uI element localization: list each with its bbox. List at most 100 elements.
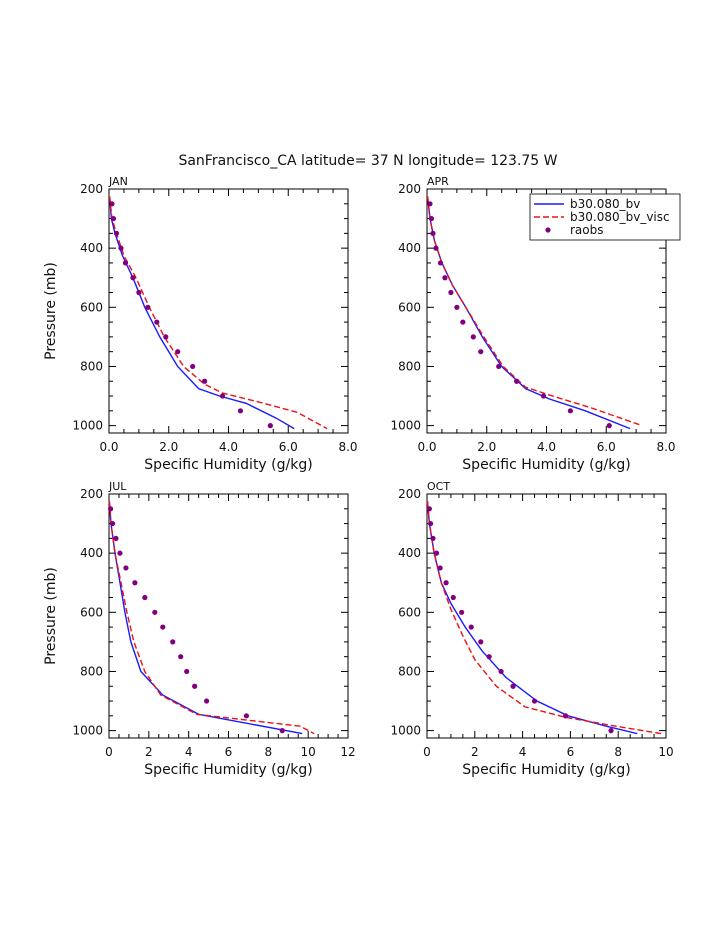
panel-title-apr: APR [427, 175, 449, 188]
series-b30-080-bv-visc-line [108, 501, 315, 735]
series-raobs-point [437, 260, 444, 266]
series-raobs-point [428, 215, 435, 222]
series-raobs-point [132, 580, 138, 586]
plot-frame-jan [108, 188, 349, 434]
series-raobs-point [608, 728, 614, 734]
series-raobs-point [123, 565, 129, 571]
panel-apr: 0.0 2.0 4.0 6.0 8.0 200 400 600 800 1000 APR Specif… [390, 175, 675, 473]
x-tick-label: 4.0 [219, 440, 238, 454]
x-tick-label: 0.0 [99, 440, 118, 454]
x-axis-label: Specific Humidity (g/kg) [144, 762, 312, 778]
y-tick-label: 600 [398, 605, 421, 619]
legend-marker-raobs [545, 227, 551, 233]
series-raobs-point [454, 304, 460, 310]
series-raobs-point [202, 378, 208, 384]
x-tick-label: 4 [519, 745, 527, 759]
y-tick-label: 600 [398, 300, 421, 314]
series-raobs-point [470, 334, 476, 340]
x-tick-label: 2 [471, 745, 479, 759]
legend-label: raobs [570, 223, 604, 237]
series-raobs-point [443, 580, 449, 586]
legend-label: b30.080_bv_visc [570, 210, 670, 224]
x-tick-label: 8 [614, 745, 622, 759]
series-raobs-point [279, 728, 285, 734]
series-raobs-point [192, 683, 198, 689]
series-raobs-point [170, 639, 176, 645]
series-raobs-point [154, 319, 160, 325]
x-tick-label: 10 [658, 745, 673, 759]
series-raobs-point [117, 550, 123, 556]
series-raobs-point [427, 520, 434, 527]
series-raobs-point [136, 289, 142, 296]
series-raobs-point [430, 230, 436, 236]
x-tick-label: 0 [423, 745, 431, 759]
x-tick-label: 0.0 [417, 440, 436, 454]
series-raobs-point [442, 275, 448, 281]
panel-title-jan: JAN [108, 175, 128, 188]
series-b30-080-bv-visc-line [426, 501, 662, 735]
series-raobs-point [540, 393, 547, 399]
series-raobs-point [113, 230, 120, 236]
series-b30-080-bv-line [426, 501, 638, 735]
series-raobs-point [433, 245, 439, 251]
y-tick-label: 1000 [72, 419, 103, 433]
series-raobs-point [437, 565, 443, 571]
x-tick-label: 8.0 [338, 440, 357, 454]
series-raobs-point [190, 363, 196, 370]
series-raobs-point [468, 624, 474, 630]
series-raobs-point [448, 289, 454, 296]
x-tick-label: 2.0 [477, 440, 496, 454]
series-raobs-point [426, 506, 432, 512]
y-tick-label: 400 [80, 241, 103, 255]
panel-jan: 0.0 2.0 4.0 6.0 8.0 200 400 600 800 1000 JAN Specif… [43, 175, 358, 473]
series-raobs-point [163, 334, 169, 340]
legend-label: b30.080_bv [570, 197, 640, 211]
panel-title-jul: JUL [108, 480, 127, 493]
x-tick-label: 6 [225, 745, 233, 759]
series-raobs-point [184, 668, 190, 675]
series-raobs-point [160, 624, 166, 630]
series-raobs-point [567, 408, 574, 414]
series-raobs-point [145, 304, 151, 310]
series-raobs-point [219, 393, 226, 399]
series-raobs-point [427, 201, 433, 207]
x-tick-label: 4.0 [537, 440, 556, 454]
x-tick-label: 2 [145, 745, 153, 759]
series-raobs-point [459, 609, 465, 615]
x-axis-label: Specific Humidity (g/kg) [462, 457, 630, 473]
series-b30-080-bv-visc-line [108, 196, 328, 430]
x-tick-label: 10 [301, 745, 316, 759]
plot-frame-oct [426, 493, 667, 739]
figure-title: SanFrancisco_CA latitude= 37 N longitude… [178, 153, 557, 169]
series-raobs-point [109, 201, 115, 207]
series-raobs-point [142, 594, 148, 601]
series-raobs-point [430, 535, 436, 541]
x-tick-label: 6.0 [279, 440, 298, 454]
series-raobs-point [122, 260, 129, 266]
x-tick-label: 4 [185, 745, 193, 759]
series-raobs-point [109, 520, 116, 527]
series-raobs-point [243, 713, 250, 719]
x-tick-label: 12 [340, 745, 355, 759]
series-raobs-point [118, 245, 124, 251]
x-tick-label: 8.0 [656, 440, 675, 454]
y-tick-label: 800 [80, 664, 103, 678]
series-raobs-point [514, 378, 520, 384]
x-axis-label: Specific Humidity (g/kg) [462, 762, 630, 778]
series-b30-080-bv-line [108, 196, 295, 430]
y-tick-label: 1000 [390, 419, 421, 433]
series-raobs-point [113, 535, 119, 541]
panel-jul: 0 2 4 6 8 10 12 200 400 600 800 1000 JUL Specific Hum… [43, 480, 356, 778]
y-tick-label: 200 [80, 182, 103, 196]
y-tick-label: 200 [398, 182, 421, 196]
y-tick-label: 800 [398, 359, 421, 373]
series-raobs-point [606, 423, 612, 429]
y-tick-label: 1000 [390, 724, 421, 738]
y-tick-label: 800 [398, 664, 421, 678]
series-raobs-point [450, 594, 456, 601]
series-raobs-point [107, 506, 114, 512]
series-raobs-point [267, 423, 273, 429]
series-raobs-point [433, 550, 440, 556]
